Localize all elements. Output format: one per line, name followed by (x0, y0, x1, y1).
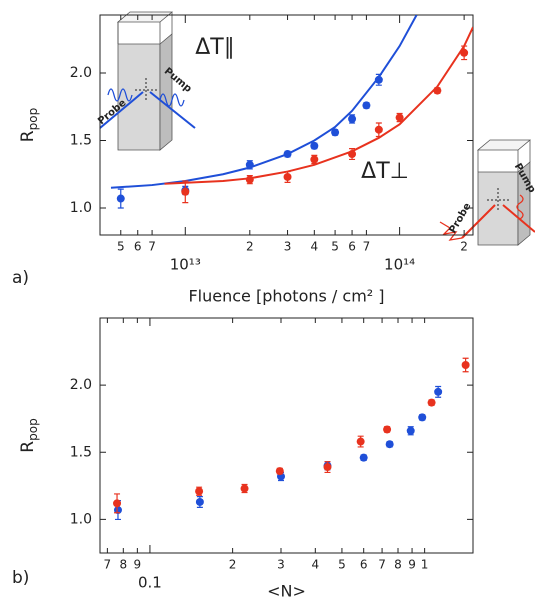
x-tick-label: 0.1 (138, 574, 162, 592)
x-tick-label: 6 (348, 240, 356, 254)
x-tick-label: 2 (246, 240, 254, 254)
y-label-sub: pop (26, 418, 40, 441)
data-point (116, 194, 125, 203)
x-tick-label: 2 (229, 558, 237, 572)
plot-frame (99, 14, 474, 236)
y-tick-label: 2.0 (70, 65, 92, 81)
panel-label: a) (12, 268, 29, 288)
x-tick-label: 5 (117, 240, 125, 254)
x-tick-label: 3 (284, 240, 292, 254)
x-tick-label: 6 (134, 240, 142, 254)
data-point (275, 467, 284, 476)
x-tick-label: 7 (104, 558, 112, 572)
y-tick-label: 1.5 (70, 133, 92, 149)
y-tick-label: 1.0 (70, 511, 92, 527)
x-tick-label: 7 (148, 240, 156, 254)
x-tick-label: 8 (119, 558, 127, 572)
y-axis-label: Rpop (18, 108, 40, 142)
data-point (383, 425, 392, 434)
inset-parallel (99, 11, 196, 151)
y-label-main: R (18, 441, 38, 453)
data-point (240, 484, 249, 493)
data-point (461, 361, 470, 369)
panel-label: b) (12, 568, 29, 588)
x-tick-label: 4 (311, 240, 319, 254)
data-point (195, 487, 204, 496)
x-tick-label: 1 (421, 558, 429, 572)
x-tick-label: 9 (134, 558, 142, 572)
data-point (113, 506, 122, 515)
data-point (359, 453, 368, 462)
data-point (113, 499, 122, 508)
data-point (362, 101, 371, 110)
y-tick-label: 1.0 (70, 200, 92, 216)
data-point (283, 172, 292, 181)
data-point (406, 426, 415, 435)
x-tick-label: 10¹⁴ (384, 256, 415, 274)
fit-line (110, 15, 418, 189)
y-tick-label: 2.0 (70, 377, 92, 393)
data-point (181, 187, 190, 196)
data-point (460, 48, 469, 57)
annotation: ΔT∥ (195, 35, 235, 60)
data-point (395, 113, 404, 122)
plot-frame (99, 317, 474, 554)
data-point (310, 141, 319, 150)
data-point (418, 413, 427, 422)
y-axis-label: Rpop (18, 418, 40, 452)
x-axis-label: <N> (267, 582, 306, 601)
data-point (195, 497, 204, 506)
data-point (427, 398, 436, 407)
data-point (356, 437, 365, 446)
annotation: ΔT⊥ (361, 159, 409, 184)
data-point (245, 175, 254, 184)
data-point (374, 125, 383, 134)
y-label-main: R (18, 130, 38, 142)
inset-perpendicular (439, 139, 535, 246)
data-point (348, 150, 357, 159)
y-label-sub: pop (26, 108, 40, 131)
x-tick-label: 2 (460, 240, 468, 254)
x-tick-label: 6 (360, 558, 368, 572)
x-tick-label: 8 (394, 558, 402, 572)
data-point (245, 160, 254, 169)
data-point (310, 155, 319, 164)
x-tick-label: 4 (311, 558, 319, 572)
data-point (331, 128, 340, 137)
x-tick-label: 3 (277, 558, 285, 572)
data-point (385, 440, 394, 449)
x-tick-label: 5 (338, 558, 346, 572)
data-point (433, 86, 442, 95)
x-tick-label: 10¹³ (170, 256, 201, 274)
x-axis-label: Fluence [photons / cm² ] (188, 287, 384, 306)
data-point (374, 75, 383, 84)
x-tick-label: 7 (363, 240, 371, 254)
y-tick-label: 1.5 (70, 444, 92, 460)
data-point (348, 114, 357, 123)
x-tick-label: 9 (408, 558, 416, 572)
data-point (283, 150, 292, 159)
data-point (434, 387, 443, 396)
x-tick-label: 7 (378, 558, 386, 572)
x-tick-label: 5 (331, 240, 339, 254)
data-point (323, 463, 332, 472)
